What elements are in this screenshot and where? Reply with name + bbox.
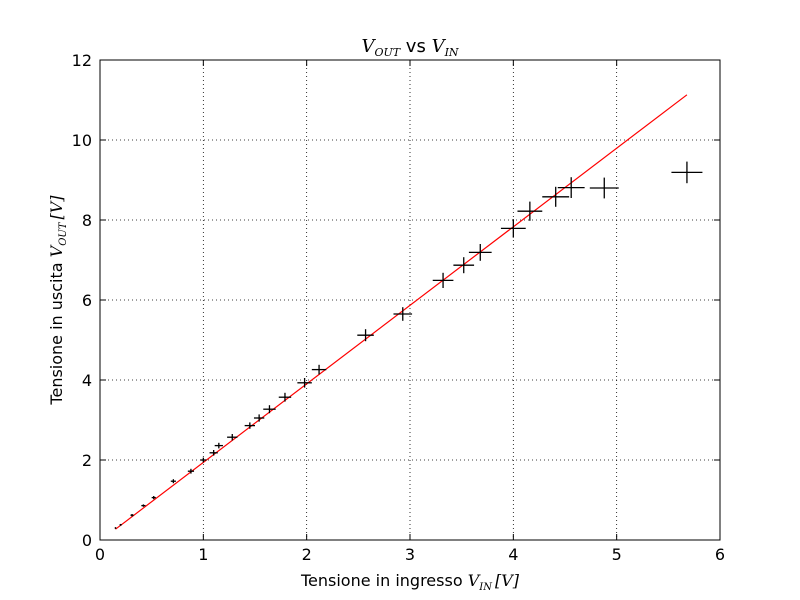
data-point xyxy=(311,364,327,375)
data-point xyxy=(187,468,195,474)
point-marker xyxy=(152,496,155,499)
point-marker xyxy=(212,451,215,454)
point-marker xyxy=(401,313,404,315)
y-tick-labels: 0 2 4 6 8 10 12 xyxy=(72,51,92,550)
point-marker xyxy=(442,279,444,282)
x-tick-labels: 0 1 2 3 4 5 6 xyxy=(95,545,725,564)
data-point xyxy=(227,434,238,441)
data-point xyxy=(209,450,218,456)
data-point xyxy=(263,405,276,414)
x-tick-label: 0 xyxy=(95,545,105,564)
y-tick-label: 8 xyxy=(82,211,92,230)
title-v-in-symbol: V xyxy=(432,36,447,57)
point-marker xyxy=(131,514,133,517)
data-point xyxy=(517,201,543,221)
data-point xyxy=(453,257,475,274)
data-point xyxy=(671,161,703,184)
point-marker xyxy=(268,408,271,411)
point-marker xyxy=(284,396,286,399)
title-out-subscript: OUT xyxy=(374,46,401,59)
data-point xyxy=(500,219,526,238)
point-marker xyxy=(554,195,557,198)
point-marker xyxy=(258,417,261,419)
point-marker xyxy=(512,227,515,230)
point-marker xyxy=(217,444,220,447)
x-axis-label-symbol: V xyxy=(468,571,481,590)
data-point xyxy=(393,307,413,321)
data-point xyxy=(119,523,122,526)
point-marker xyxy=(142,504,145,507)
title-vs-text: vs xyxy=(400,36,431,57)
data-point xyxy=(130,514,134,517)
y-tick-label: 12 xyxy=(72,51,92,70)
y-tick-label: 6 xyxy=(82,291,92,310)
chart-title: VOUT vs VIN xyxy=(361,36,458,59)
x-tick-label: 6 xyxy=(715,545,725,564)
x-tick-label: 4 xyxy=(508,545,518,564)
y-axis-label-unit: [V] xyxy=(47,195,66,220)
data-point xyxy=(557,177,585,198)
point-marker xyxy=(231,436,234,439)
point-marker xyxy=(248,424,251,427)
data-point xyxy=(357,329,374,342)
x-tick-label: 1 xyxy=(198,545,208,564)
fit-line-group xyxy=(115,94,688,530)
point-marker xyxy=(603,187,606,189)
point-marker xyxy=(318,368,320,371)
y-axis-label-subscript: OUT xyxy=(58,221,69,246)
x-tick-label: 3 xyxy=(405,545,415,564)
point-marker xyxy=(686,171,688,174)
data-point xyxy=(253,414,265,422)
data-point xyxy=(432,272,454,288)
title-in-subscript: IN xyxy=(444,46,459,59)
y-tick-label: 2 xyxy=(82,451,92,470)
data-point xyxy=(141,504,146,507)
data-point xyxy=(297,378,312,388)
data-points-group xyxy=(114,161,703,529)
data-point xyxy=(468,244,492,261)
data-point xyxy=(278,392,292,402)
fit-line xyxy=(115,94,688,530)
data-point xyxy=(114,527,117,529)
y-axis-label: Tensione in uscita VOUT[V] xyxy=(47,195,69,406)
point-marker xyxy=(528,210,531,213)
data-point xyxy=(170,479,176,484)
data-point xyxy=(200,457,207,463)
data-point xyxy=(542,186,570,207)
point-marker xyxy=(172,480,175,483)
y-tick-label: 10 xyxy=(72,131,92,150)
point-marker xyxy=(479,251,482,254)
point-marker xyxy=(119,523,122,526)
data-point xyxy=(214,442,223,449)
point-marker xyxy=(190,470,192,473)
x-tick-label: 5 xyxy=(612,545,622,564)
point-marker xyxy=(303,381,306,384)
point-marker xyxy=(202,459,205,461)
y-tick-label: 4 xyxy=(82,371,92,390)
x-axis-label: Tensione in ingresso VIN [V] xyxy=(300,571,520,593)
y-tick-label: 0 xyxy=(82,531,92,550)
x-axis-label-text: Tensione in ingresso xyxy=(300,571,468,590)
data-point xyxy=(589,177,619,199)
title-v-out-symbol: V xyxy=(361,36,376,57)
point-marker xyxy=(114,527,117,529)
y-axis-label-symbol: V xyxy=(47,244,66,257)
point-marker xyxy=(364,334,367,337)
data-point xyxy=(244,422,255,429)
point-marker xyxy=(570,186,573,189)
point-marker xyxy=(462,264,465,267)
x-axis-label-unit: [V] xyxy=(495,571,520,590)
x-tick-label: 2 xyxy=(302,545,312,564)
x-axis-label-subscript: IN xyxy=(478,582,493,593)
grid xyxy=(100,60,720,540)
plot-frame xyxy=(99,59,721,541)
data-point xyxy=(151,496,156,500)
y-axis-label-text: Tensione in uscita xyxy=(47,257,66,405)
